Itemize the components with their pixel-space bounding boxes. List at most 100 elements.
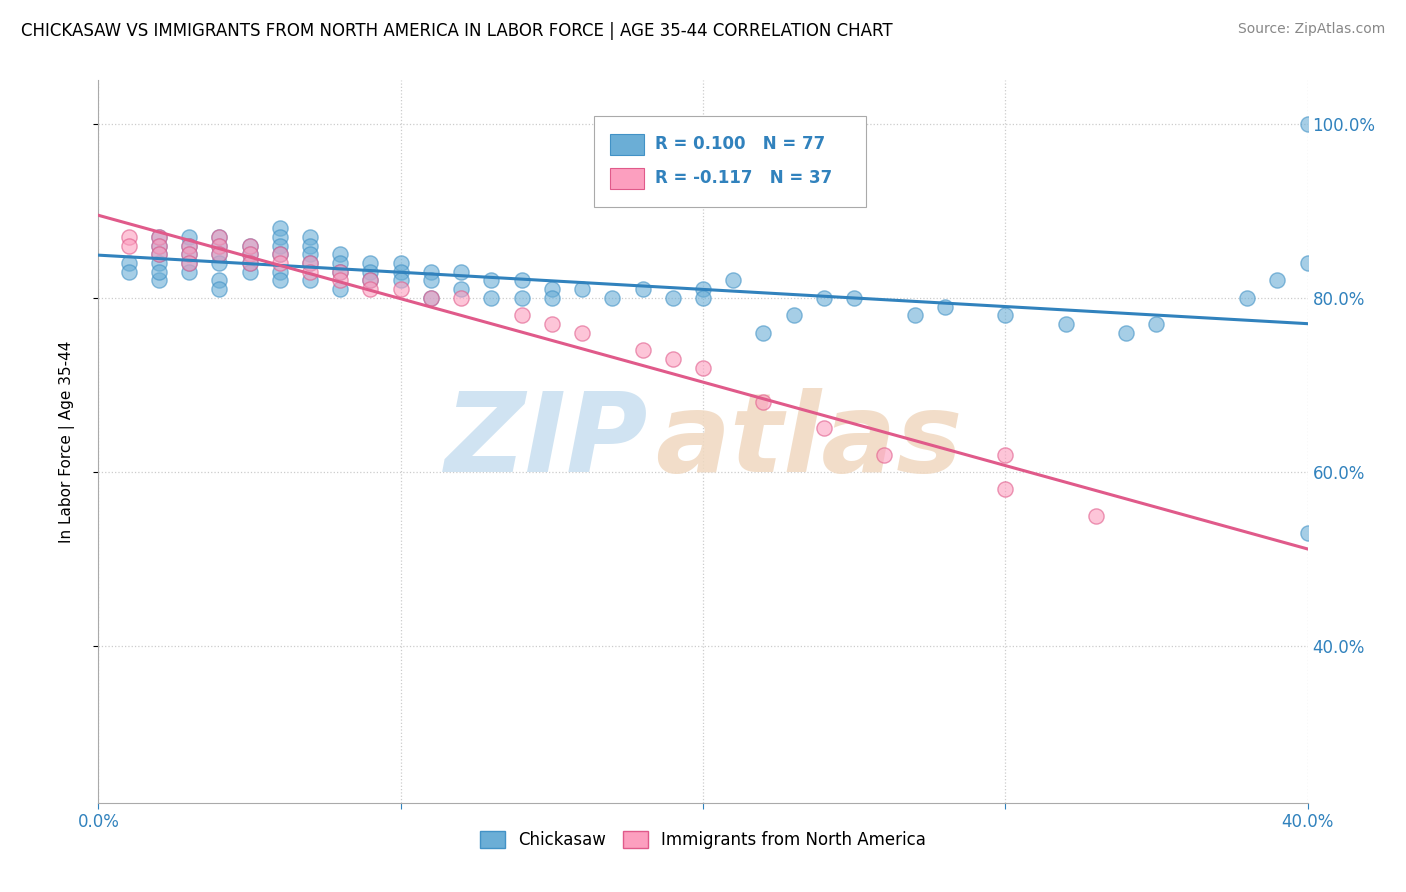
Point <box>692 282 714 296</box>
Point <box>269 247 291 261</box>
Point <box>299 256 322 270</box>
Point <box>239 256 262 270</box>
Point <box>994 448 1017 462</box>
Point <box>329 273 352 287</box>
Point <box>148 273 170 287</box>
Point <box>571 326 593 340</box>
Point <box>239 265 262 279</box>
Legend: Chickasaw, Immigrants from North America: Chickasaw, Immigrants from North America <box>474 824 932 856</box>
Point <box>148 256 170 270</box>
Point <box>299 238 322 252</box>
Point <box>692 360 714 375</box>
Point <box>420 291 443 305</box>
Point <box>752 395 775 409</box>
Point <box>329 247 352 261</box>
Point <box>118 265 141 279</box>
FancyBboxPatch shape <box>610 135 644 154</box>
FancyBboxPatch shape <box>610 169 644 189</box>
Point <box>179 238 201 252</box>
Point <box>269 273 291 287</box>
Point <box>179 256 201 270</box>
Point <box>420 291 443 305</box>
Point <box>208 282 231 296</box>
Point <box>269 230 291 244</box>
Point <box>208 230 231 244</box>
Point <box>360 282 382 296</box>
Point <box>239 238 262 252</box>
Point <box>269 238 291 252</box>
Point <box>299 273 322 287</box>
Point <box>299 230 322 244</box>
Point <box>389 256 412 270</box>
Point <box>783 308 806 322</box>
Text: R = -0.117   N = 37: R = -0.117 N = 37 <box>655 169 832 186</box>
Point <box>360 265 382 279</box>
Point <box>510 308 533 322</box>
Point <box>752 326 775 340</box>
Point <box>692 291 714 305</box>
Point <box>269 265 291 279</box>
Point <box>179 238 201 252</box>
Point <box>450 291 472 305</box>
Point <box>661 351 683 366</box>
Point <box>450 282 472 296</box>
Point <box>481 273 503 287</box>
Point <box>661 291 683 305</box>
Point <box>329 265 352 279</box>
Point <box>631 343 654 358</box>
Point <box>208 230 231 244</box>
Point <box>118 256 141 270</box>
Point <box>450 265 472 279</box>
Point <box>239 238 262 252</box>
Point <box>239 247 262 261</box>
Point <box>208 247 231 261</box>
Point <box>1296 256 1319 270</box>
Point <box>1236 291 1258 305</box>
Point <box>269 221 291 235</box>
Point <box>179 247 201 261</box>
Point <box>148 247 170 261</box>
Point <box>934 300 956 314</box>
Text: R = 0.100   N = 77: R = 0.100 N = 77 <box>655 135 825 153</box>
Point <box>1267 273 1289 287</box>
Point <box>813 291 835 305</box>
Point <box>269 247 291 261</box>
Point <box>329 282 352 296</box>
Point <box>299 265 322 279</box>
Point <box>239 256 262 270</box>
Point <box>1085 508 1108 523</box>
FancyBboxPatch shape <box>595 117 866 207</box>
Point <box>1296 525 1319 540</box>
Point <box>208 238 231 252</box>
Point <box>329 256 352 270</box>
Point <box>420 265 443 279</box>
Point <box>118 230 141 244</box>
Point <box>540 317 562 331</box>
Point <box>873 448 896 462</box>
Point <box>239 247 262 261</box>
Point <box>420 273 443 287</box>
Point <box>148 247 170 261</box>
Point <box>1054 317 1077 331</box>
Text: ZIP: ZIP <box>446 388 648 495</box>
Point <box>208 256 231 270</box>
Point <box>602 291 624 305</box>
Point <box>208 273 231 287</box>
Point <box>299 256 322 270</box>
Point <box>994 308 1017 322</box>
Y-axis label: In Labor Force | Age 35-44: In Labor Force | Age 35-44 <box>59 341 75 542</box>
Point <box>360 273 382 287</box>
Point <box>904 308 927 322</box>
Point <box>329 265 352 279</box>
Point <box>148 230 170 244</box>
Point <box>540 291 562 305</box>
Text: Source: ZipAtlas.com: Source: ZipAtlas.com <box>1237 22 1385 37</box>
Point <box>148 238 170 252</box>
Point <box>208 238 231 252</box>
Point <box>571 282 593 296</box>
Point <box>844 291 866 305</box>
Text: atlas: atlas <box>655 388 962 495</box>
Point <box>1115 326 1137 340</box>
Point <box>299 247 322 261</box>
Point <box>208 247 231 261</box>
